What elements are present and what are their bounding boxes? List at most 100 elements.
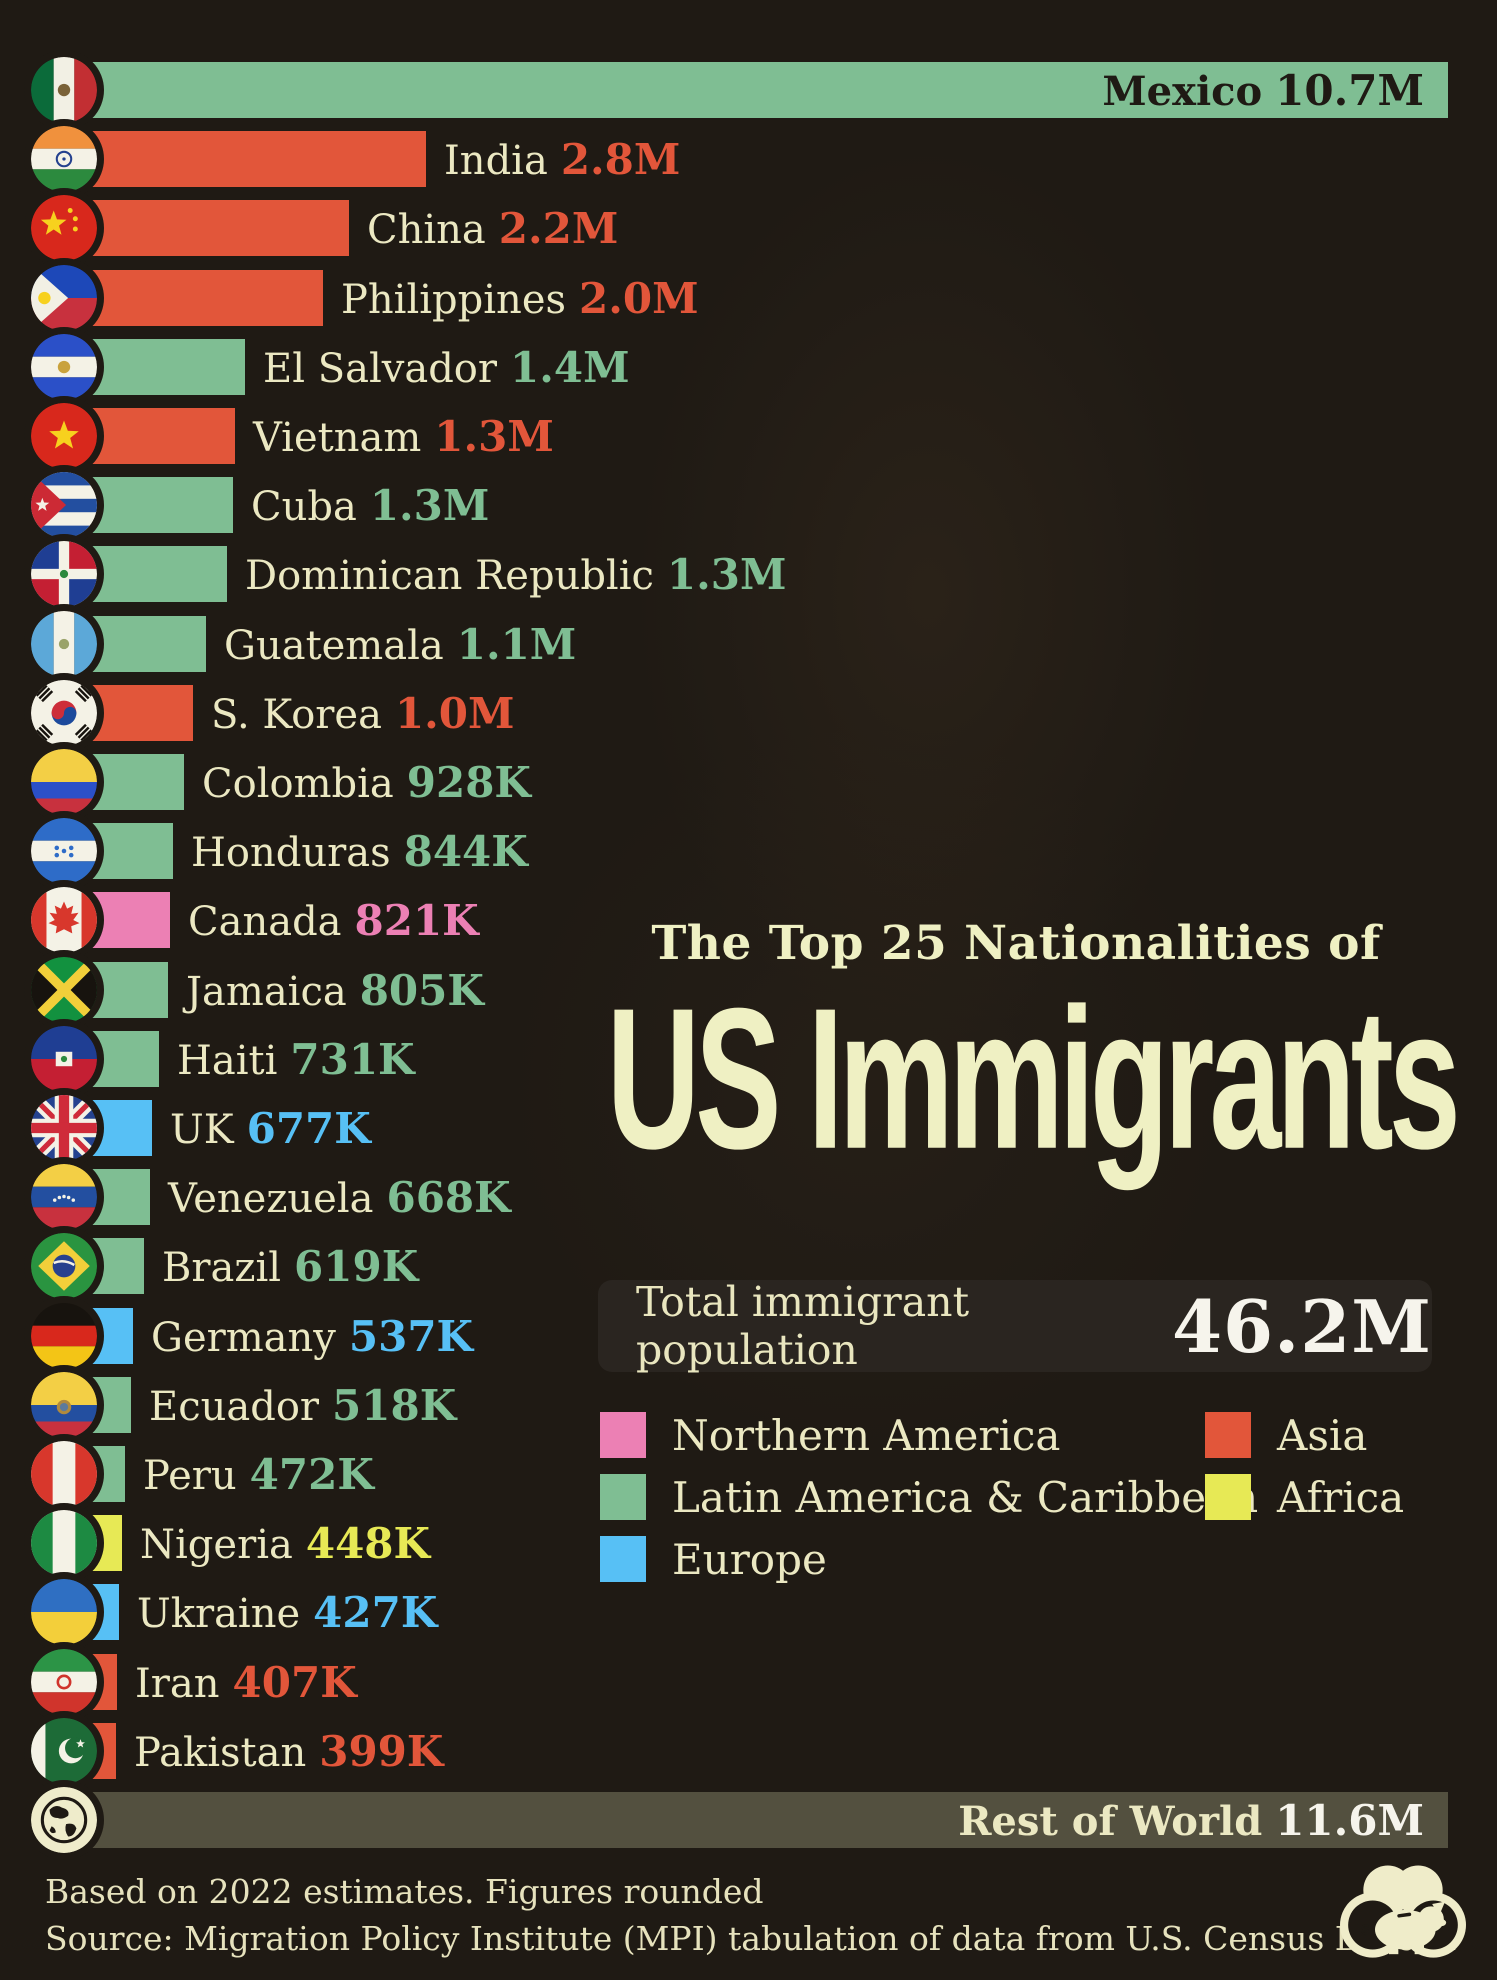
bar-row-india: India 2.8M [0, 119, 1497, 199]
legend-label-europe: Europe [672, 1534, 827, 1584]
legend-item-europe: Europe [600, 1534, 827, 1584]
value-label: 399K [319, 1727, 444, 1776]
svg-text:$: $ [1361, 1921, 1370, 1938]
flag-germany-icon [24, 1296, 104, 1376]
bar-row-brazil: Brazil 619K [0, 1226, 1497, 1306]
flag-skorea-icon [24, 673, 104, 753]
value-label: 928K [406, 758, 531, 807]
flag-el_salvador-icon [24, 327, 104, 407]
bar-philippines [64, 270, 323, 326]
country-label: Germany [151, 1315, 336, 1361]
brand-logo: $ [1333, 1852, 1473, 1970]
bar-label-cuba: Cuba 1.3M [251, 477, 489, 533]
country-label: Rest of World [958, 1798, 1263, 1845]
bar-label-philippines: Philippines 2.0M [341, 270, 699, 326]
value-label: 1.4M [510, 343, 630, 392]
bar-label-pakistan: Pakistan 399K [134, 1723, 443, 1779]
footer: Based on 2022 estimates. Figures rounded… [45, 1868, 1457, 1962]
bar-row-cuba: Cuba 1.3M [0, 465, 1497, 545]
bar-label-venezuela: Venezuela 668K [168, 1169, 511, 1225]
bar-label-brazil: Brazil 619K [162, 1238, 418, 1294]
country-label: Guatemala [224, 623, 444, 669]
bar-label-world: Rest of World 11.6M [64, 1792, 1424, 1848]
value-label: 472K [249, 1450, 374, 1499]
value-label: 537K [348, 1312, 474, 1361]
value-label: 821K [354, 896, 479, 945]
bar-row-colombia: Colombia 928K [0, 742, 1497, 822]
bar-label-china: China 2.2M [367, 200, 618, 256]
value-label: 668K [386, 1173, 511, 1222]
bar-row-peru: Peru 472K [0, 1434, 1497, 1514]
country-label: Pakistan [134, 1730, 307, 1776]
value-label: 2.0M [579, 274, 699, 323]
flag-uk-icon [24, 1088, 104, 1168]
legend-swatch-europe [600, 1536, 646, 1582]
bar-label-peru: Peru 472K [143, 1446, 374, 1502]
country-label: Dominican Republic [245, 553, 654, 599]
country-label: Haiti [177, 1038, 278, 1084]
bar-row-jamaica: Jamaica 805K [0, 950, 1497, 1030]
bar-india [64, 131, 426, 187]
flag-brazil-icon [24, 1226, 104, 1306]
total-population-value: 46.2M [1171, 1283, 1432, 1369]
bar-row-canada: Canada 821K [0, 880, 1497, 960]
country-label: S. Korea [211, 692, 382, 738]
bar-row-germany: Germany 537K [0, 1296, 1497, 1376]
bar-row-nigeria: Nigeria 448K [0, 1503, 1497, 1583]
footnote-source: Source: Migration Policy Institute (MPI)… [45, 1919, 1457, 1958]
flag-ukraine-icon [24, 1572, 104, 1652]
bar-label-skorea: S. Korea 1.0M [211, 685, 515, 741]
bar-label-guatemala: Guatemala 1.1M [224, 616, 576, 672]
flag-cuba-icon [24, 465, 104, 545]
legend-swatch-africa [1205, 1474, 1251, 1520]
bar-mexico [64, 62, 1448, 118]
flag-guatemala-icon [24, 604, 104, 684]
title-block: The Top 25 Nationalities of US Immigrant… [598, 916, 1461, 1191]
country-label: Iran [135, 1661, 220, 1707]
bar-world [64, 1792, 1448, 1848]
value-label: 10.7M [1275, 66, 1424, 115]
total-population-label: Total immigrant population [636, 1278, 970, 1374]
bar-row-philippines: Philippines 2.0M [0, 258, 1497, 338]
value-label: 2.8M [560, 135, 681, 184]
legend-label-northern_america: Northern America [672, 1410, 1061, 1460]
bar-label-vietnam: Vietnam 1.3M [253, 408, 554, 464]
flag-ecuador-icon [24, 1365, 104, 1445]
bar-row-mexico: Mexico 10.7M [0, 50, 1497, 130]
flag-jamaica-icon [24, 950, 104, 1030]
bar-row-guatemala: Guatemala 1.1M [0, 604, 1497, 684]
flag-haiti-icon [24, 1019, 104, 1099]
flag-venezuela-icon [24, 1157, 104, 1237]
bar-row-honduras: Honduras 844K [0, 811, 1497, 891]
value-label: 407K [232, 1658, 357, 1707]
bar-label-canada: Canada 821K [188, 892, 479, 948]
legend-label-asia: Asia [1277, 1410, 1368, 1460]
country-label: UK [170, 1107, 234, 1153]
bar-row-skorea: S. Korea 1.0M [0, 673, 1497, 753]
legend-swatch-northern_america [600, 1412, 646, 1458]
value-label: 1.3M [434, 412, 554, 461]
value-label: 518K [332, 1381, 457, 1430]
flag-philippines-icon [24, 258, 104, 338]
bar-row-vietnam: Vietnam 1.3M [0, 396, 1497, 476]
country-label: Mexico [1102, 68, 1263, 115]
bar-row-iran: Iran 407K [0, 1642, 1497, 1722]
flag-colombia-icon [24, 742, 104, 822]
total-population-box: Total immigrant population 46.2M [598, 1278, 1432, 1374]
bar-label-uk: UK 677K [170, 1100, 371, 1156]
bar-row-ecuador: Ecuador 518K [0, 1365, 1497, 1445]
page-title: US Immigrants [606, 966, 1461, 1191]
country-label: Jamaica [186, 969, 347, 1015]
value-label: 11.6M [1275, 1796, 1424, 1845]
value-label: 448K [305, 1519, 431, 1568]
country-label: Peru [143, 1453, 237, 1499]
value-label: 619K [294, 1242, 419, 1291]
flag-world-icon [24, 1780, 104, 1860]
bar-label-dominican_republic: Dominican Republic 1.3M [245, 546, 786, 602]
country-label: Brazil [162, 1245, 282, 1291]
value-label: 427K [313, 1588, 438, 1637]
bar-label-mexico: Mexico 10.7M [64, 62, 1424, 118]
title-kicker: The Top 25 Nationalities of [651, 916, 1381, 971]
